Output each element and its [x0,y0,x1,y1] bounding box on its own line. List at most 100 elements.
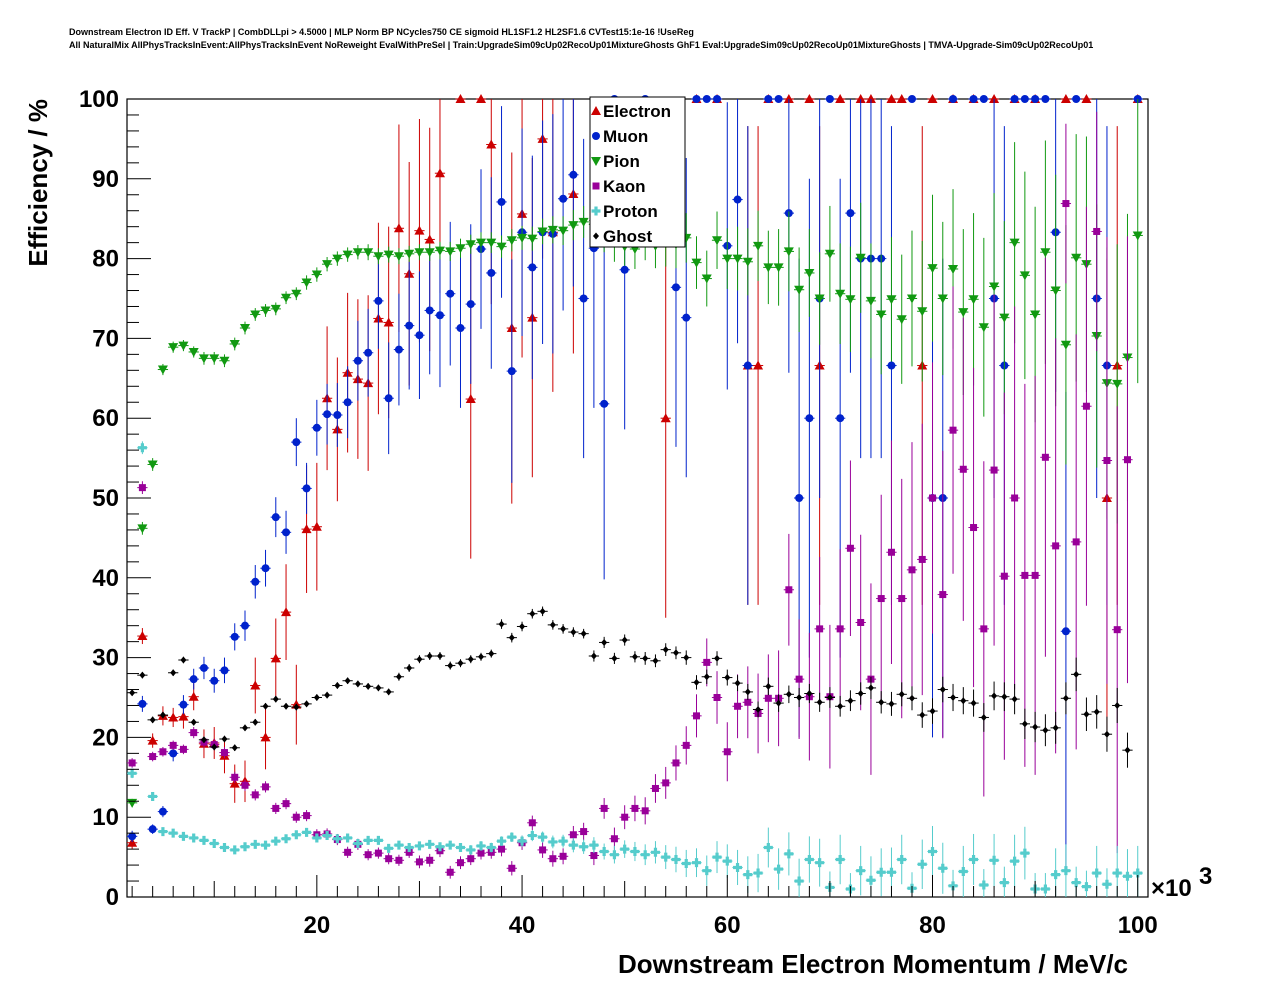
muon-point [301,462,312,514]
proton-marker [1122,871,1132,881]
muon-point [363,308,374,397]
electron-point [1081,94,1092,103]
kaon-marker [764,694,772,702]
kaon-marker [887,548,895,556]
kaon-point [629,795,641,822]
proton-point [988,833,1000,887]
pion-point [896,254,907,384]
muon-marker [210,676,219,685]
ghost-point [250,718,261,726]
header-line-1: Downstream Electron ID Eff. V TrackP | C… [69,27,694,37]
ghost-marker [672,649,679,657]
proton-marker [1061,866,1071,876]
kaon-marker [456,859,464,867]
pion-point [260,304,271,317]
electron-marker [229,778,240,788]
proton-marker [1112,868,1122,878]
kaon-marker [128,759,136,767]
legend-marker-muon [592,132,600,140]
ghost-marker [785,690,792,698]
header-line-2: All NaturalMix AllPhysTracksInEvent:AllP… [69,40,1094,50]
kaon-point [537,841,548,858]
electron-marker [127,837,138,847]
proton-marker [497,836,507,846]
pion-marker [927,264,938,274]
series-ghost [127,606,1133,768]
legend-item-muon: Muon [592,127,648,146]
ghost-point [147,716,158,724]
muon-point [773,95,784,103]
muon-point [280,510,292,554]
proton-point [650,841,661,864]
ghost-marker [252,718,259,726]
muon-marker [169,749,178,758]
pion-point [393,248,405,265]
y-tick-label: 60 [92,405,119,432]
kaon-marker [426,856,434,864]
muon-marker [343,398,352,407]
kaon-marker [929,494,937,502]
kaon-point [650,774,661,803]
ghost-point [752,701,764,718]
pion-point [321,257,333,272]
proton-point [188,833,199,843]
kaon-point [640,797,651,825]
electron-marker [188,691,199,701]
proton-marker [1092,868,1102,878]
ghost-point [475,652,487,661]
ghost-point [1101,716,1113,752]
proton-marker [1051,870,1061,880]
ghost-marker [539,607,546,615]
muon-point [1029,95,1041,103]
proton-marker [979,880,989,890]
ghost-point [824,687,836,708]
proton-marker [917,859,927,869]
pion-marker [322,260,333,270]
pion-marker [476,238,487,248]
muon-marker [764,95,773,103]
kaon-marker [590,852,598,860]
electron-point [137,628,148,645]
pion-marker [948,264,959,274]
pion-marker [414,248,425,258]
pion-marker [1040,248,1051,258]
legend-label-kaon: Kaon [603,177,646,196]
proton-marker [527,831,537,841]
muon-point [321,383,333,445]
kaon-marker [713,694,721,701]
kaon-point [137,481,148,495]
x-tick-label: 80 [919,912,946,939]
ghost-marker [837,702,844,710]
muon-marker [230,632,239,641]
kaon-marker [703,658,711,666]
muon-point [506,259,517,483]
pion-marker [1071,253,1082,263]
pion-marker [332,254,343,264]
legend-marker-ghost [593,232,599,240]
pion-marker [794,285,805,295]
pion-marker [250,310,261,320]
y-tick-label: 80 [92,246,119,273]
ghost-point [804,683,815,704]
kaon-point [742,666,753,739]
kaon-marker [344,848,352,856]
proton-point [1101,868,1113,897]
ghost-marker [467,655,474,663]
kaon-marker [220,749,228,757]
electron-marker [147,735,158,745]
muon-point [414,271,425,400]
ghost-marker [611,654,618,662]
kaon-point [280,798,292,810]
kaon-marker [262,783,270,791]
proton-marker [753,868,763,878]
muon-point [219,657,230,684]
pion-point [342,247,353,262]
proton-marker [538,832,548,842]
ghost-point [742,683,753,700]
legend-marker-kaon [592,182,600,190]
kaon-marker [539,846,547,854]
proton-marker [476,841,486,851]
proton-point [609,845,620,864]
muon-marker [600,399,609,408]
ghost-point [968,689,979,717]
